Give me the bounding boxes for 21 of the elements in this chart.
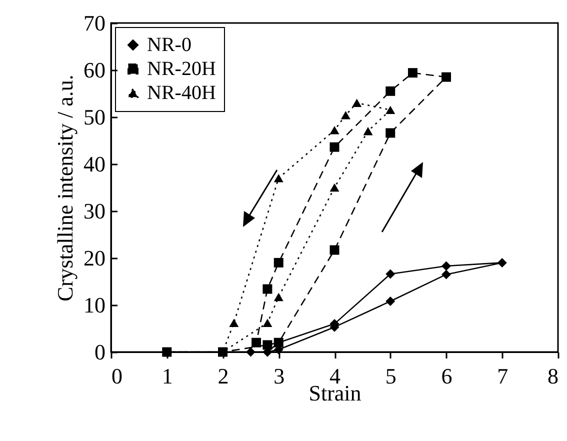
y-tick-label: 10	[84, 292, 106, 318]
x-tick-label: 6	[441, 364, 452, 388]
x-tick-label: 7	[497, 364, 508, 388]
y-tick-label: 50	[84, 104, 106, 130]
x-tick-label: 4	[330, 364, 340, 388]
x-tick-label: 3	[274, 364, 285, 388]
legend-label: NR-20H	[147, 58, 216, 80]
y-axis-title: Crystalline intensity / a.u.	[52, 74, 78, 302]
legend-label: NR-0	[147, 34, 192, 56]
y-tick-label: 70	[84, 10, 106, 36]
y-tick-label: 20	[84, 246, 106, 270]
x-tick-label: 2	[218, 364, 229, 388]
legend-label: NR-40H	[147, 82, 216, 104]
y-tick-label: 0	[94, 340, 106, 364]
y-tick-label: 30	[84, 198, 106, 224]
x-tick-label: 0	[112, 364, 122, 388]
x-tick-label: 5	[385, 364, 396, 388]
x-tick-label: 1	[162, 364, 173, 388]
x-tick-label: 8	[548, 364, 558, 388]
y-tick-label: 40	[84, 152, 106, 176]
y-tick-label: 60	[84, 58, 106, 82]
